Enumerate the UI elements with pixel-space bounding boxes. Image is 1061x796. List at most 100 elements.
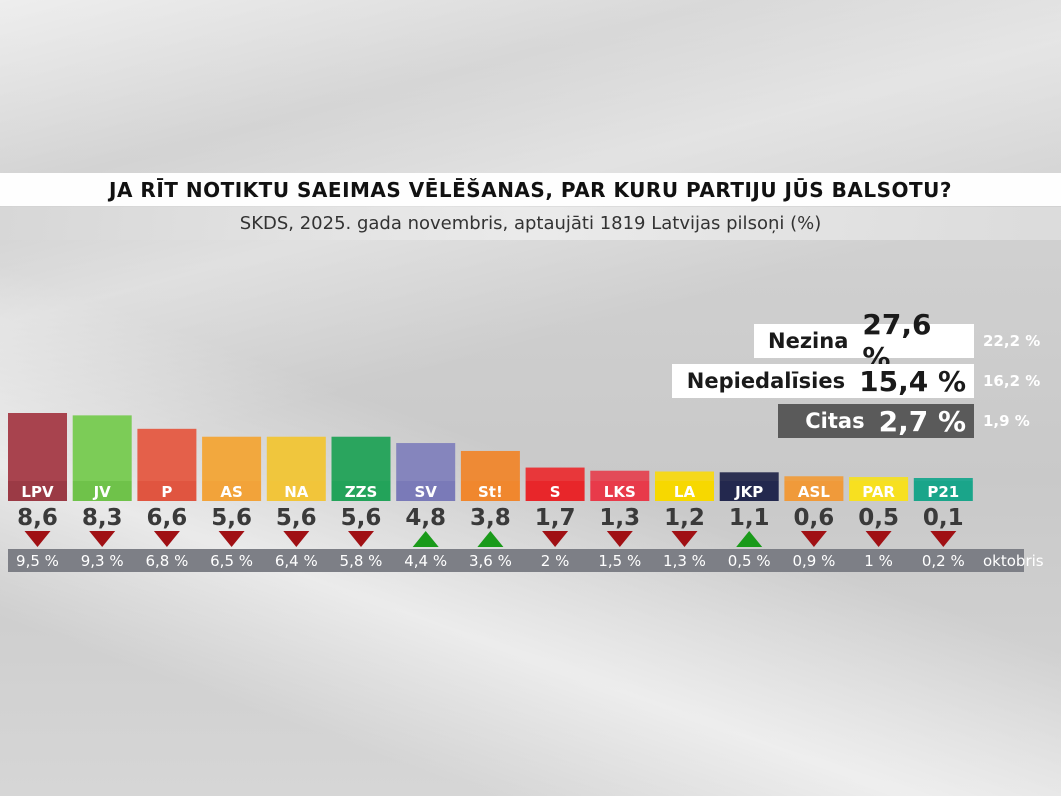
bar-ASL xyxy=(784,476,844,481)
extra-row-citas: Citas 2,7 % 1,9 % xyxy=(0,404,1061,438)
extra-value: 15,4 % xyxy=(859,364,966,398)
previous-value: 1,5 % xyxy=(598,552,641,570)
label-plate-P21 xyxy=(913,481,973,501)
previous-value: 9,3 % xyxy=(81,552,124,570)
label-plate-JV xyxy=(72,481,132,501)
trend-down-icon xyxy=(930,531,957,547)
bar-P xyxy=(137,428,197,481)
extra-previous: 22,2 % xyxy=(983,332,1041,350)
value-label: 0,5 xyxy=(858,505,899,531)
previous-value: 1 % xyxy=(864,552,893,570)
trend-down-icon xyxy=(800,531,827,547)
previous-value: 4,4 % xyxy=(404,552,447,570)
category-label: S xyxy=(550,483,561,501)
category-label: SV xyxy=(414,483,437,501)
previous-value: 3,6 % xyxy=(469,552,512,570)
category-label: P xyxy=(161,483,172,501)
bar-PAR xyxy=(849,477,909,481)
trend-down-icon xyxy=(671,531,698,547)
trend-down-icon xyxy=(865,531,892,547)
trend-down-icon xyxy=(542,531,569,547)
trend-down-icon xyxy=(24,531,51,547)
label-plate-AS xyxy=(202,481,262,501)
value-label: 8,6 xyxy=(17,505,58,531)
label-plate-LPV xyxy=(8,481,67,501)
chart-subtitle: SKDS, 2025. gada novembris, aptaujāti 18… xyxy=(0,207,1061,240)
bar-AS xyxy=(202,436,262,481)
extra-previous: 1,9 % xyxy=(983,412,1030,430)
trend-down-icon xyxy=(606,531,633,547)
trend-up-icon xyxy=(477,531,504,547)
trend-down-icon xyxy=(89,531,116,547)
previous-value: 6,4 % xyxy=(275,552,318,570)
bar-P21 xyxy=(913,478,973,481)
previous-value: 0,2 % xyxy=(922,552,965,570)
previous-value: 6,8 % xyxy=(145,552,188,570)
value-label: 0,1 xyxy=(923,505,964,531)
extra-row-nepiedalisies: Nepiedalīsies 15,4 % 16,2 % xyxy=(0,364,1061,398)
bar-S xyxy=(525,467,585,481)
category-label: NA xyxy=(284,483,309,501)
extra-label: Nezina xyxy=(768,329,849,353)
category-label: ASL xyxy=(798,483,830,501)
label-plate-NA xyxy=(266,481,326,501)
previous-value: 2 % xyxy=(541,552,570,570)
value-label: 5,6 xyxy=(276,505,317,531)
trend-down-icon xyxy=(283,531,310,547)
bar-St! xyxy=(460,450,520,481)
category-label: LA xyxy=(674,483,696,501)
bar-SV xyxy=(396,443,456,481)
trend-down-icon xyxy=(348,531,374,547)
previous-value: 0,5 % xyxy=(728,552,771,570)
previous-value: 5,8 % xyxy=(340,552,383,570)
value-label: 6,6 xyxy=(147,505,188,531)
value-label: 1,2 xyxy=(664,505,705,531)
category-label: JV xyxy=(93,483,112,501)
value-label: 0,6 xyxy=(794,505,835,531)
extra-previous: 16,2 % xyxy=(983,372,1041,390)
category-label: AS xyxy=(220,483,242,501)
category-label: St! xyxy=(478,483,503,501)
category-label: PAR xyxy=(862,483,895,501)
category-label: P21 xyxy=(927,483,959,501)
extra-label: Nepiedalīsies xyxy=(686,369,846,393)
bar-LPV xyxy=(8,413,67,481)
trend-up-icon xyxy=(412,531,439,547)
value-label: 1,7 xyxy=(535,505,576,531)
bar-LA xyxy=(655,471,714,481)
category-label: LPV xyxy=(21,483,54,501)
previous-value: 0,9 % xyxy=(792,552,835,570)
extra-box: Nezina 27,6 % xyxy=(754,308,974,374)
label-plate-LKS xyxy=(590,481,650,501)
value-label: 1,1 xyxy=(729,505,770,531)
category-label: ZZS xyxy=(345,483,378,501)
value-label: 1,3 xyxy=(599,505,640,531)
label-plate-St! xyxy=(460,481,520,501)
label-plate-SV xyxy=(396,481,456,501)
trend-down-icon xyxy=(218,531,245,547)
bar-ZZS xyxy=(331,436,391,481)
label-plate-LA xyxy=(655,481,714,501)
value-label: 5,6 xyxy=(211,505,252,531)
previous-value: 1,3 % xyxy=(663,552,706,570)
chart-title: JA RĪT NOTIKTU SAEIMAS VĒLĒŠANAS, PAR KU… xyxy=(0,173,1061,206)
extra-box: Nepiedalīsies 15,4 % xyxy=(672,364,974,398)
previous-value: 6,5 % xyxy=(210,552,253,570)
extra-row-nezina: Nezina 27,6 % 22,2 % xyxy=(0,308,1061,374)
label-plate-S xyxy=(525,481,585,501)
previous-strip xyxy=(8,549,1024,572)
value-label: 3,8 xyxy=(470,505,511,531)
value-label: 5,6 xyxy=(341,505,382,531)
extra-value: 2,7 % xyxy=(878,404,966,438)
previous-value: 9,5 % xyxy=(16,552,59,570)
trend-up-icon xyxy=(736,531,763,547)
category-label: JKP xyxy=(734,483,763,501)
category-label: LKS xyxy=(604,483,636,501)
bar-LKS xyxy=(590,470,650,481)
label-plate-ZZS xyxy=(331,481,391,501)
extra-label: Citas xyxy=(805,409,865,433)
value-label: 8,3 xyxy=(82,505,123,531)
label-plate-JKP xyxy=(719,481,779,501)
trend-down-icon xyxy=(153,531,180,547)
